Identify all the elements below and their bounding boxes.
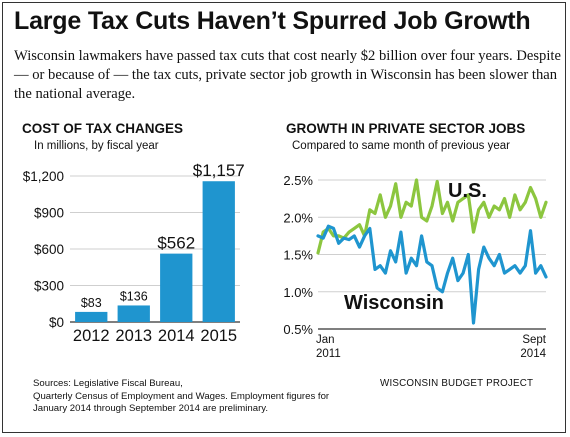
bar <box>160 254 192 322</box>
line-y-tick-label: 1.0% <box>283 285 313 300</box>
line-y-tick-label: 0.5% <box>283 322 313 337</box>
bar-y-tick-label: $0 <box>49 315 64 330</box>
bar-y-tick-label: $300 <box>34 279 64 294</box>
us-series-line <box>318 180 546 253</box>
bar-data-label: $1,157 <box>193 161 245 180</box>
bar-x-tick-label: 2015 <box>200 327 237 345</box>
bar-x-tick-label: 2013 <box>115 327 152 345</box>
bar <box>203 181 235 322</box>
bar-y-tick-label: $900 <box>34 206 64 221</box>
sources-line-2: Quarterly Census of Employment and Wages… <box>33 391 353 404</box>
bar <box>75 312 107 322</box>
bar-data-label: $136 <box>120 289 148 303</box>
wisconsin-series-label: Wisconsin <box>344 292 444 314</box>
bar-y-tick-label: $1,200 <box>23 169 64 184</box>
line-x-tick-label: Sept <box>522 334 546 346</box>
line-y-tick-label: 1.5% <box>283 248 313 263</box>
bar <box>118 305 150 322</box>
sources-note: Sources: Legislative Fiscal Bureau, Quar… <box>33 378 353 416</box>
us-series-label: U.S. <box>448 180 487 202</box>
sources-line-1: Sources: Legislative Fiscal Bureau, <box>33 378 353 391</box>
bar-data-label: $83 <box>81 296 102 310</box>
bar-x-tick-label: 2014 <box>158 327 195 345</box>
line-y-tick-label: 2.0% <box>283 210 313 225</box>
line-y-tick-label: 2.5% <box>283 173 313 188</box>
line-x-tick-label: 2011 <box>316 348 341 360</box>
sources-line-3: January 2014 through September 2014 are … <box>33 403 353 416</box>
credit-label: WISCONSIN BUDGET PROJECT <box>380 378 533 389</box>
bar-x-tick-label: 2012 <box>73 327 110 345</box>
bar-data-label: $562 <box>157 234 195 253</box>
line-x-tick-label: Jan <box>316 334 335 346</box>
line-x-tick-label: 2014 <box>520 348 546 360</box>
bar-y-tick-label: $600 <box>34 242 64 257</box>
